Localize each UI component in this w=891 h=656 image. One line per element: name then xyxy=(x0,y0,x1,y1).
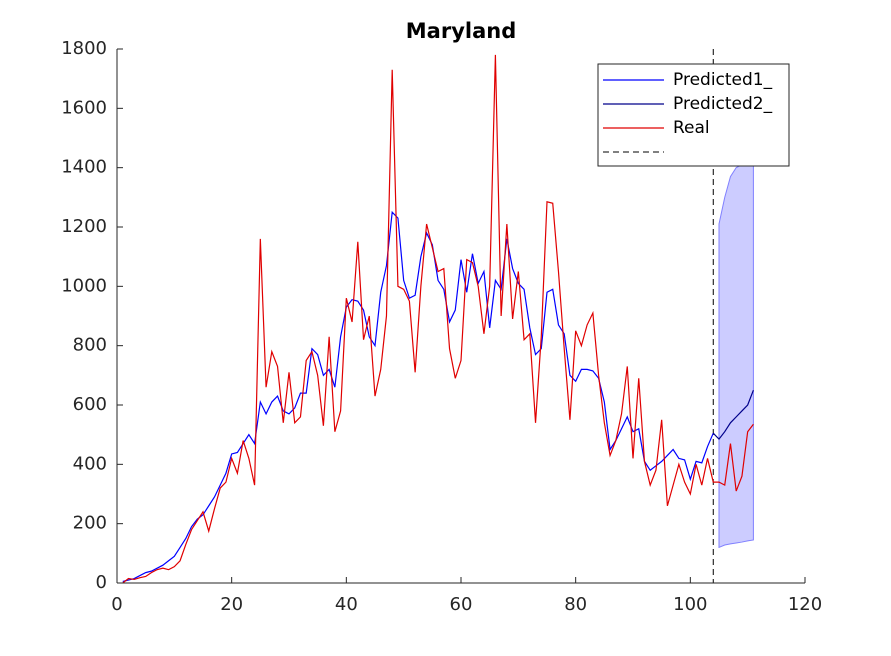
y-tick-label: 800 xyxy=(73,335,107,356)
y-tick-label: 1800 xyxy=(61,38,107,59)
legend-label: Real xyxy=(673,118,710,138)
series-line xyxy=(122,54,754,584)
legend-box xyxy=(597,63,790,167)
series-line xyxy=(122,210,714,583)
y-tick-label: 1000 xyxy=(61,275,107,296)
y-tick-label: 600 xyxy=(73,394,107,415)
x-tick-label: 120 xyxy=(788,594,822,615)
y-tick-label: 1400 xyxy=(61,157,107,178)
plot-area xyxy=(122,49,754,584)
x-tick-label: 60 xyxy=(450,594,473,615)
x-tick-label: 100 xyxy=(673,594,707,615)
chart-title: Maryland xyxy=(406,19,516,43)
x-tick-label: 20 xyxy=(220,594,243,615)
y-tick-label: 0 xyxy=(96,572,107,593)
legend-label: Predicted2_ xyxy=(673,94,773,114)
y-tick-label: 1200 xyxy=(61,216,107,237)
series-line xyxy=(712,389,754,441)
y-tick-label: 400 xyxy=(73,453,107,474)
legend-label: Predicted1_ xyxy=(673,70,773,90)
x-tick-label: 0 xyxy=(111,594,122,615)
legend: Predicted1_ Predicted2_ Real xyxy=(597,63,790,167)
x-tick-label: 40 xyxy=(335,594,358,615)
y-tick-label: 200 xyxy=(73,513,107,534)
x-tick-label: 80 xyxy=(564,594,587,615)
y-tick-label: 1600 xyxy=(61,97,107,118)
